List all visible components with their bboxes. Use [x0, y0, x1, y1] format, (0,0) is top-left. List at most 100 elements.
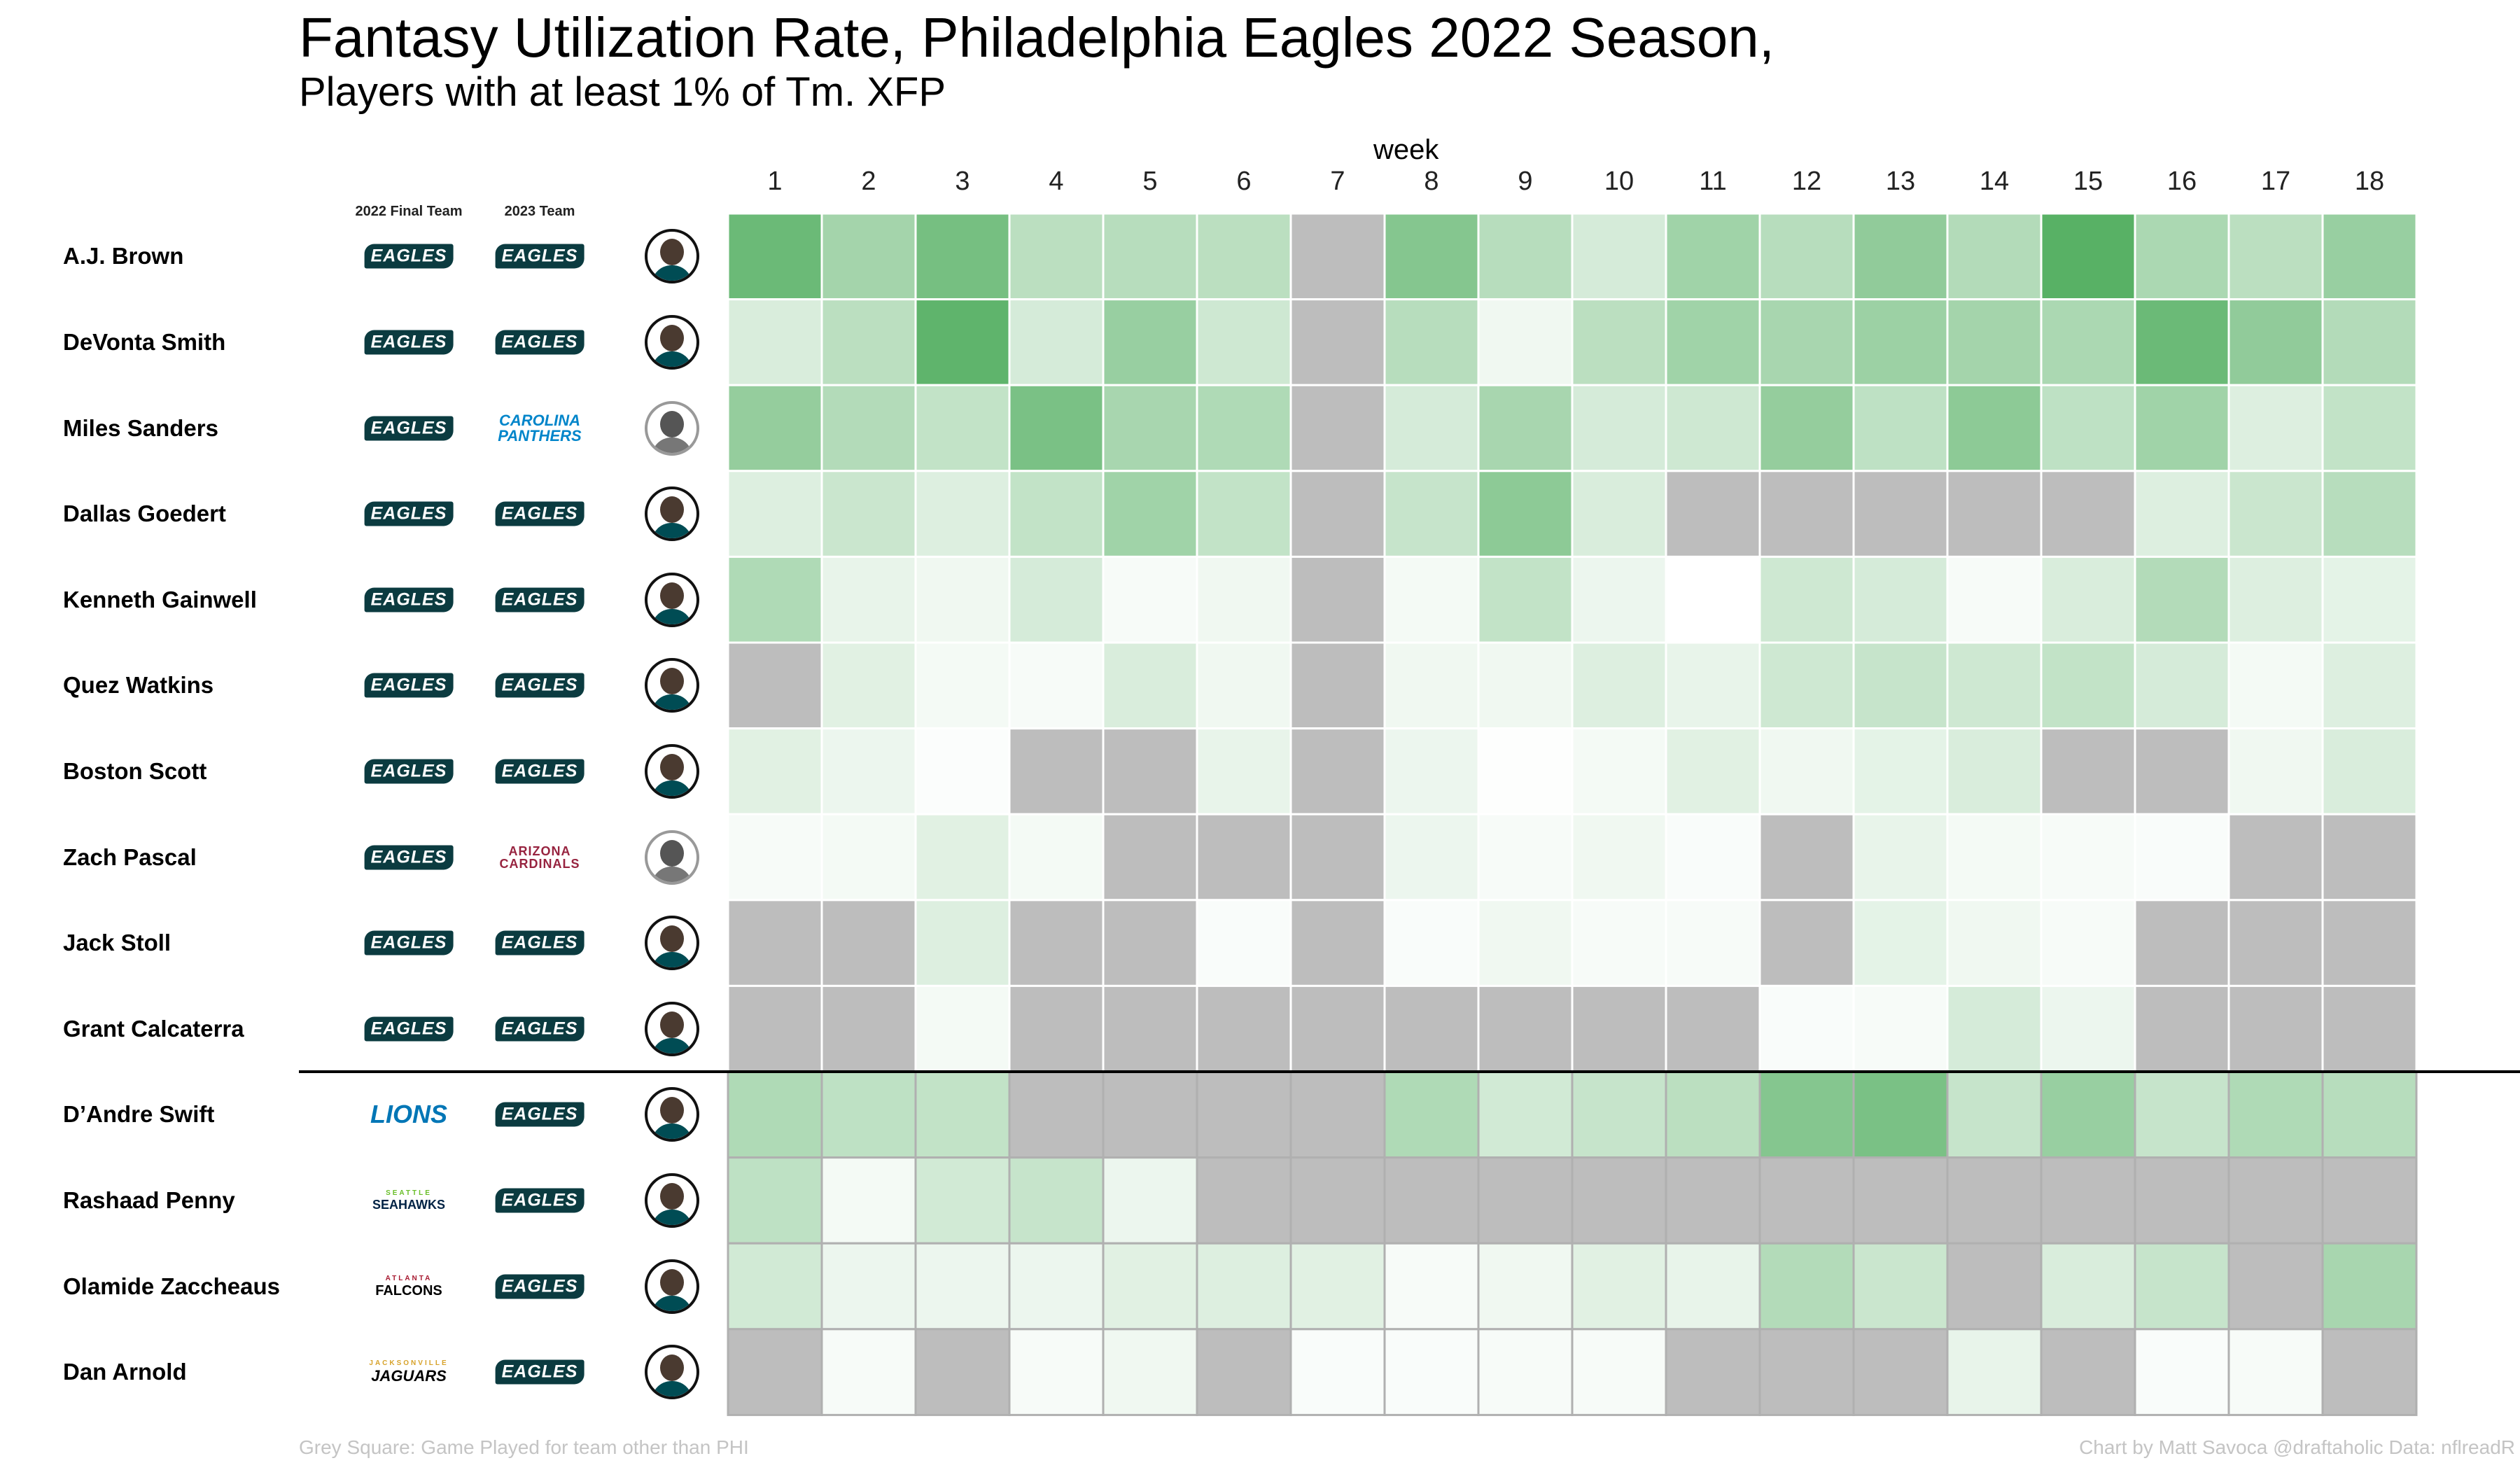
- heatmap-cell: [1008, 1070, 1105, 1159]
- heatmap-cell: [2134, 298, 2230, 386]
- heatmap-cell: [1571, 1070, 1667, 1159]
- week-tick-label: 11: [1699, 167, 1727, 196]
- heatmap-cell: [1289, 1328, 1386, 1416]
- heatmap-cell: [1946, 1156, 2043, 1245]
- heatmap-cell: [1852, 1156, 1949, 1245]
- eagles-logo: EAGLES: [495, 1016, 584, 1042]
- heatmap-cell: [1196, 555, 1292, 644]
- heatmap-cell: [1758, 1070, 1855, 1159]
- heatmap-cell: [1008, 212, 1105, 301]
- heatmap-cell: [1758, 212, 1855, 301]
- heatmap-cell: [1102, 470, 1198, 558]
- heatmap-cell: [1289, 984, 1386, 1073]
- heatmap-cell: [1758, 813, 1855, 902]
- heatmap-cell: [1383, 984, 1480, 1073]
- player-name: Olamide Zaccheaus: [63, 1273, 280, 1299]
- heatmap-cell: [727, 1242, 823, 1331]
- heatmap-cell: [1008, 641, 1105, 730]
- player-headshot: [645, 314, 699, 370]
- heatmap-cell: [2134, 813, 2230, 902]
- eagles-logo: EAGLES: [364, 845, 454, 869]
- heatmap-cell: [727, 899, 823, 987]
- heatmap-cell: [727, 727, 823, 816]
- heatmap-cell: [1758, 899, 1855, 987]
- heatmap-cell: [2321, 555, 2418, 644]
- heatmap-cell: [727, 1156, 823, 1245]
- heatmap-cell: [2040, 1328, 2136, 1416]
- heatmap-cell: [2227, 641, 2324, 730]
- heatmap-cell: [2040, 1070, 2136, 1159]
- heatmap-cell: [1477, 470, 1574, 558]
- heatmap-cell: [1289, 470, 1386, 558]
- week-tick-label: 3: [955, 167, 970, 196]
- player-headshot: [645, 1345, 699, 1400]
- heatmap-cell: [1196, 212, 1292, 301]
- heatmap-cell: [2227, 384, 2324, 472]
- eagles-logo: EAGLES: [364, 330, 454, 355]
- heatmap-cell: [1852, 298, 1949, 386]
- player-name: Boston Scott: [63, 757, 207, 784]
- heatmap-cell: [1008, 984, 1105, 1073]
- player-name: A.J. Brown: [63, 243, 184, 270]
- heatmap-cell: [820, 555, 917, 644]
- heatmap-cell: [1758, 984, 1855, 1073]
- heatmap-cell: [1196, 1242, 1292, 1331]
- heatmap-cell: [1852, 727, 1949, 816]
- heatmap-cell: [914, 298, 1011, 386]
- heatmap-cell: [2134, 899, 2230, 987]
- heatmap-cell: [2040, 212, 2136, 301]
- heatmap-cell: [1289, 212, 1386, 301]
- panthers-logo: CAROLINA PANTHERS: [498, 411, 582, 444]
- heatmap-cell: [2134, 1156, 2230, 1245]
- week-tick-label: 18: [2354, 167, 2385, 196]
- heatmap-cell: [1102, 555, 1198, 644]
- heatmap-cell: [1289, 813, 1386, 902]
- heatmap-cell: [727, 212, 823, 301]
- heatmap-cell: [1008, 899, 1105, 987]
- heatmap-cell: [2321, 1328, 2418, 1416]
- heatmap-cell: [1196, 813, 1292, 902]
- column-header-final-team: 2022 Final Team: [355, 204, 463, 219]
- heatmap-cell: [1289, 727, 1386, 816]
- eagles-logo: EAGLES: [364, 673, 454, 698]
- eagles-logo: EAGLES: [495, 330, 584, 355]
- player-name: Dan Arnold: [63, 1359, 187, 1385]
- heatmap-cell: [820, 298, 917, 386]
- player-name: DeVonta Smith: [63, 328, 226, 355]
- heatmap-cell: [1289, 1070, 1386, 1159]
- heatmap-cell: [1383, 298, 1480, 386]
- heatmap-cell: [914, 470, 1011, 558]
- eagles-logo: EAGLES: [495, 587, 584, 612]
- heatmap-cell: [1196, 727, 1292, 816]
- heatmap-cell: [1665, 1242, 1761, 1331]
- heatmap-cell: [1946, 212, 2043, 301]
- heatmap-cell: [1383, 384, 1480, 472]
- heatmap-cell: [2040, 470, 2136, 558]
- heatmap-cell: [1852, 813, 1949, 902]
- heatmap-cell: [1946, 298, 2043, 386]
- heatmap-cell: [2227, 899, 2324, 987]
- heatmap-cell: [1852, 1242, 1949, 1331]
- heatmap-cell: [1946, 813, 2043, 902]
- heatmap-cell: [1008, 298, 1105, 386]
- player-headshot: [645, 1172, 699, 1228]
- heatmap-cell: [1102, 813, 1198, 902]
- heatmap-cell: [820, 984, 917, 1073]
- seahawks-logo: SEATTLE SEAHAWKS: [372, 1189, 446, 1212]
- heatmap-cell: [2227, 470, 2324, 558]
- falcons-logo: ATLANTA FALCONS: [375, 1274, 442, 1298]
- heatmap-cell: [2321, 813, 2418, 902]
- player-name: Kenneth Gainwell: [63, 586, 257, 612]
- heatmap-cell: [727, 1070, 823, 1159]
- heatmap-cell: [1383, 1070, 1480, 1159]
- heatmap-cell: [914, 555, 1011, 644]
- eagles-logo: EAGLES: [495, 1274, 584, 1298]
- heatmap-cell: [1196, 641, 1292, 730]
- eagles-logo: EAGLES: [364, 501, 454, 526]
- heatmap-cell: [1665, 212, 1761, 301]
- heatmap-cell: [1102, 212, 1198, 301]
- week-tick-label: 12: [1791, 167, 1822, 196]
- jaguars-logo: JACKSONVILLE JAGUARS: [369, 1359, 449, 1385]
- heatmap-cell: [914, 384, 1011, 472]
- heatmap-cell: [1383, 899, 1480, 987]
